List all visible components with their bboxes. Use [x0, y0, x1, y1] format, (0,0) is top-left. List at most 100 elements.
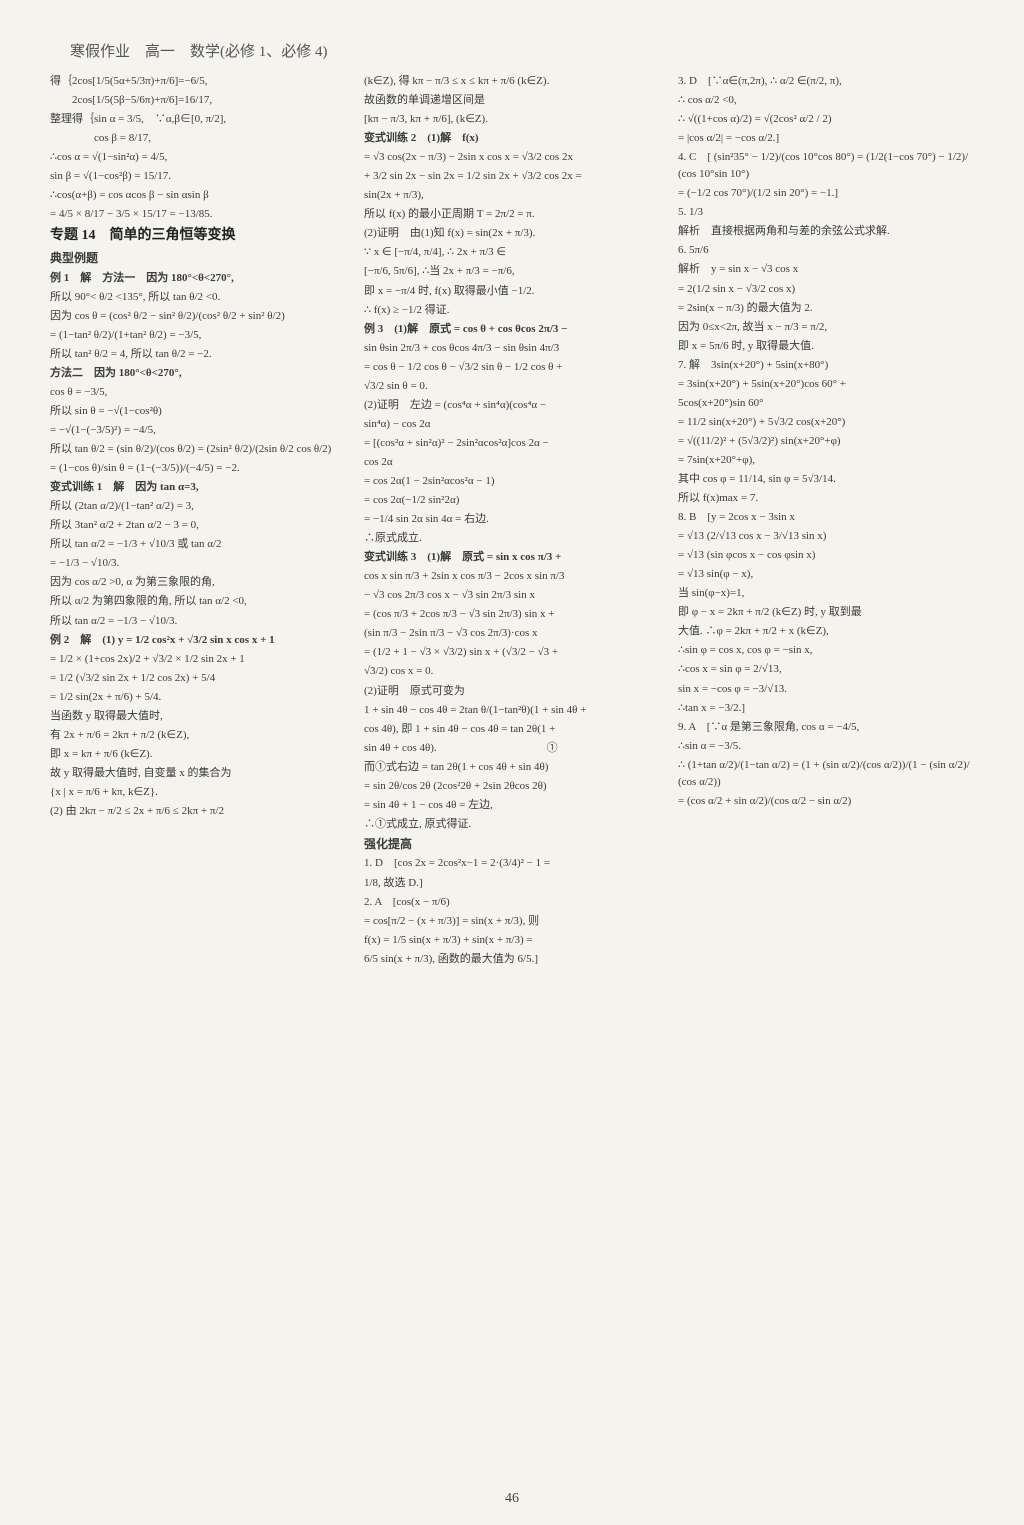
text-line: [kπ − π/3, kπ + π/6], (k∈Z). [364, 111, 660, 128]
text-line: = sin 2θ/cos 2θ (2cos²2θ + 2sin 2θcos 2θ… [364, 778, 660, 795]
text-line: 所以 tan α/2 = −1/3 + √10/3 或 tan α/2 [50, 536, 346, 553]
text-line: 强化提高 [364, 835, 660, 854]
text-line: = (1−cos θ)/sin θ = (1−(−3/5))/(−4/5) = … [50, 460, 346, 477]
text-line: = 2(1/2 sin x − √3/2 cos x) [678, 281, 974, 298]
text-line: = (1−tan² θ/2)/(1+tan² θ/2) = −3/5, [50, 327, 346, 344]
column-1: 得｛2cos[1/5(5α+5/3π)+π/6]=−6/5, 2cos[1/5(… [50, 71, 346, 1471]
text-line: 大值. ∴φ = 2kπ + π/2 + x (k∈Z), [678, 623, 974, 640]
text-line: ∴ (1+tan α/2)/(1−tan α/2) = (1 + (sin α/… [678, 757, 974, 791]
text-line: sin 4θ + cos 4θ). ① [364, 740, 660, 757]
text-line: 变式训练 2 (1)解 f(x) [364, 130, 660, 147]
text-line: 2. A [cos(x − π/6) [364, 894, 660, 911]
text-line: 所以 f(x)max = 7. [678, 490, 974, 507]
text-line: = (cos π/3 + 2cos π/3 − √3 sin 2π/3) sin… [364, 606, 660, 623]
text-line: 方法二 因为 180°<θ<270°, [50, 365, 346, 382]
text-line: = cos θ − 1/2 cos θ − √3/2 sin θ − 1/2 c… [364, 359, 660, 376]
text-line: {x | x = π/6 + kπ, k∈Z}. [50, 784, 346, 801]
text-line: = √((11/2)² + (5√3/2)²) sin(x+20°+φ) [678, 433, 974, 450]
text-line: 9. A [∵α 是第三象限角, cos α = −4/5, [678, 719, 974, 736]
text-line: 故 y 取得最大值时, 自变量 x 的集合为 [50, 765, 346, 782]
text-line: 当 sin(φ−x)=1, [678, 585, 974, 602]
column-2: (k∈Z), 得 kπ − π/3 ≤ x ≤ kπ + π/6 (k∈Z). 故… [364, 71, 660, 1471]
text-line: sin⁴α) − cos 2α [364, 416, 660, 433]
text-line: 当函数 y 取得最大值时, [50, 708, 346, 725]
text-line: (k∈Z), 得 kπ − π/3 ≤ x ≤ kπ + π/6 (k∈Z). [364, 73, 660, 90]
text-line: 专题 14 简单的三角恒等变换 [50, 225, 346, 247]
page-number: 46 [0, 1491, 1024, 1507]
text-line: 解析 y = sin x − √3 cos x [678, 261, 974, 278]
text-line: cos 2α [364, 454, 660, 471]
text-line: = (1/2 + 1 − √3 × √3/2) sin x + (√3/2 − … [364, 644, 660, 661]
text-line: ∴cos α = √(1−sin²α) = 4/5, [50, 149, 346, 166]
text-line: = 1/2 × (1+cos 2x)/2 + √3/2 × 1/2 sin 2x… [50, 651, 346, 668]
text-line: cos β = 8/17, [50, 130, 346, 147]
text-line: = cos[π/2 − (x + π/3)] = sin(x + π/3), 则 [364, 913, 660, 930]
content-columns: 得｛2cos[1/5(5α+5/3π)+π/6]=−6/5, 2cos[1/5(… [50, 71, 974, 1471]
text-line: 所以 tan α/2 = −1/3 − √10/3. [50, 613, 346, 630]
text-line: ∴sin φ = cos x, cos φ = −sin x, [678, 642, 974, 659]
text-line: 6. 5π/6 [678, 242, 974, 259]
text-line: 典型例题 [50, 249, 346, 268]
text-line: 5. 1/3 [678, 204, 974, 221]
text-line: = −1/4 sin 2α sin 4α = 右边. [364, 511, 660, 528]
text-line: ∴cos(α+β) = cos αcos β − sin αsin β [50, 187, 346, 204]
text-line: 即 φ − x = 2kπ + π/2 (k∈Z) 时, y 取到最 [678, 604, 974, 621]
text-line: = (−1/2 cos 70°)/(1/2 sin 20°) = −1.] [678, 185, 974, 202]
text-line: 因为 cos α/2 >0, α 为第三象限的角, [50, 574, 346, 591]
text-line: = 3sin(x+20°) + 5sin(x+20°)cos 60° + [678, 376, 974, 393]
text-line: 2cos[1/5(5β−5/6π)+π/6]=16/17, [50, 92, 346, 109]
text-line: 即 x = kπ + π/6 (k∈Z). [50, 746, 346, 763]
text-line: (2)证明 左边 = (cos⁴α + sin⁴α)(cos⁴α − [364, 397, 660, 414]
text-line: [−π/6, 5π/6], ∴当 2x + π/3 = −π/6, [364, 263, 660, 280]
text-line: ∵ x ∈ [−π/4, π/4], ∴ 2x + π/3 ∈ [364, 244, 660, 261]
text-line: 5cos(x+20°)sin 60° [678, 395, 974, 412]
text-line: ∴tan x = −3/2.] [678, 700, 974, 717]
text-line: sin x = −cos φ = −3/√13. [678, 681, 974, 698]
text-line: cos x sin π/3 + 2sin x cos π/3 − 2cos x … [364, 568, 660, 585]
text-line: (2) 由 2kπ − π/2 ≤ 2x + π/6 ≤ 2kπ + π/2 [50, 803, 346, 820]
text-line: = 2sin(x − π/3) 的最大值为 2. [678, 300, 974, 317]
text-line: f(x) = 1/5 sin(x + π/3) + sin(x + π/3) = [364, 932, 660, 949]
text-line: = |cos α/2| = −cos α/2.] [678, 130, 974, 147]
text-line: sin β = √(1−cos²β) = 15/17. [50, 168, 346, 185]
text-line: = sin 4θ + 1 − cos 4θ = 左边, [364, 797, 660, 814]
page: 寒假作业 高一 数学(必修 1、必修 4) 得｛2cos[1/5(5α+5/3π… [0, 0, 1024, 1525]
text-line: = √13 (sin φcos x − cos φsin x) [678, 547, 974, 564]
text-line: 变式训练 1 解 因为 tan α=3, [50, 479, 346, 496]
text-line: = cos 2α(1 − 2sin²αcos²α − 1) [364, 473, 660, 490]
text-line: = 7sin(x+20°+φ), [678, 452, 974, 469]
text-line: 故函数的单调递增区间是 [364, 92, 660, 109]
text-line: 3. D [∵α∈(π,2π), ∴ α/2 ∈(π/2, π), [678, 73, 974, 90]
text-line: ∴cos x = sin φ = 2/√13, [678, 661, 974, 678]
text-line: 7. 解 3sin(x+20°) + 5sin(x+80°) [678, 357, 974, 374]
text-line: √3/2) cos x = 0. [364, 663, 660, 680]
text-line: 而①式右边 = tan 2θ(1 + cos 4θ + sin 4θ) [364, 759, 660, 776]
text-line: ∴ √((1+cos α)/2) = √(2cos² α/2 / 2) [678, 111, 974, 128]
text-line: 因为 cos θ = (cos² θ/2 − sin² θ/2)/(cos² θ… [50, 308, 346, 325]
text-line: = cos 2α(−1/2 sin²2α) [364, 492, 660, 509]
text-line: = √13 (2/√13 cos x − 3/√13 sin x) [678, 528, 974, 545]
text-line: ∴ f(x) ≥ −1/2 得证. [364, 302, 660, 319]
text-line: = [(cos²α + sin²α)² − 2sin²αcos²α]cos 2α… [364, 435, 660, 452]
text-line: (2)证明 由(1)知 f(x) = sin(2x + π/3). [364, 225, 660, 242]
text-line: ∴sin α = −3/5. [678, 738, 974, 755]
text-line: 1/8, 故选 D.] [364, 875, 660, 892]
text-line: = 1/2 sin(2x + π/6) + 5/4. [50, 689, 346, 706]
page-header: 寒假作业 高一 数学(必修 1、必修 4) [50, 40, 974, 61]
text-line: 所以 α/2 为第四象限的角, 所以 tan α/2 <0, [50, 593, 346, 610]
text-line: (2)证明 原式可变为 [364, 683, 660, 700]
text-line: 变式训练 3 (1)解 原式 = sin x cos π/3 + [364, 549, 660, 566]
text-line: ∴ cos α/2 <0, [678, 92, 974, 109]
text-line: 1. D [cos 2x = 2cos²x−1 = 2·(3/4)² − 1 = [364, 855, 660, 872]
text-line: 整理得｛sin α = 3/5, ∵α,β∈[0, π/2], [50, 111, 346, 128]
text-line: 4. C [ (sin²35° − 1/2)/(cos 10°cos 80°) … [678, 149, 974, 183]
text-line: − √3 cos 2π/3 cos x − √3 sin 2π/3 sin x [364, 587, 660, 604]
text-line: sin(2x + π/3), [364, 187, 660, 204]
text-line: ∴原式成立. [364, 530, 660, 547]
text-line: 其中 cos φ = 11/14, sin φ = 5√3/14. [678, 471, 974, 488]
text-line: 所以 f(x) 的最小正周期 T = 2π/2 = π. [364, 206, 660, 223]
text-line: + 3/2 sin 2x − sin 2x = 1/2 sin 2x + √3/… [364, 168, 660, 185]
text-line: 所以 (2tan α/2)/(1−tan² α/2) = 3, [50, 498, 346, 515]
text-line: 所以 tan² θ/2 = 4, 所以 tan θ/2 = −2. [50, 346, 346, 363]
text-line: = 11/2 sin(x+20°) + 5√3/2 cos(x+20°) [678, 414, 974, 431]
